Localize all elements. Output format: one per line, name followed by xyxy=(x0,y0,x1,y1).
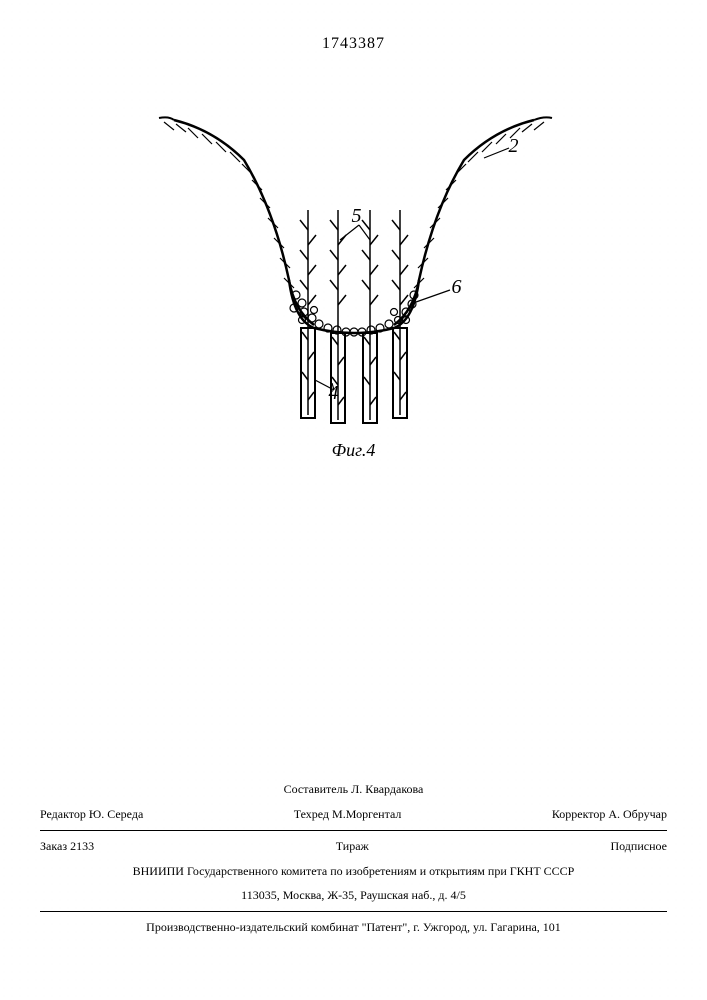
corrector-label: Корректор xyxy=(552,807,606,821)
compiler-line: Составитель Л. Квардакова xyxy=(40,777,667,802)
corrector-cell: Корректор А. Обручар xyxy=(552,806,667,823)
footer-block: Составитель Л. Квардакова Редактор Ю. Се… xyxy=(40,777,667,940)
divider-1 xyxy=(40,830,667,831)
order-label: Заказ xyxy=(40,839,67,853)
org-line: ВНИИПИ Государственного комитета по изоб… xyxy=(40,859,667,884)
compiler-name: Л. Квардакова xyxy=(351,782,423,796)
credits-row: Редактор Ю. Середа Техред М.Моргентал Ко… xyxy=(40,802,667,827)
callout-2: 2 xyxy=(509,135,519,158)
tech-label: Техред xyxy=(294,807,329,821)
subscription-label: Подписное xyxy=(610,838,667,855)
editor-name: Ю. Середа xyxy=(89,807,143,821)
editor-cell: Редактор Ю. Середа xyxy=(40,806,143,823)
editor-label: Редактор xyxy=(40,807,86,821)
tirage-label: Тираж xyxy=(336,838,369,855)
figure-4-diagram: 2 5 6 4 xyxy=(154,80,554,460)
order-row: Заказ 2133 Тираж Подписное xyxy=(40,834,667,859)
callout-5: 5 xyxy=(352,205,362,228)
corrector-name: А. Обручар xyxy=(608,807,667,821)
callout-6: 6 xyxy=(452,276,462,299)
compiler-label: Составитель xyxy=(284,782,348,796)
order-cell: Заказ 2133 xyxy=(40,838,94,855)
figure-svg xyxy=(154,80,554,460)
divider-2 xyxy=(40,911,667,912)
order-number: 2133 xyxy=(70,839,94,853)
callout-4: 4 xyxy=(329,382,339,405)
page-number: 1743387 xyxy=(322,35,385,53)
address-line: 113035, Москва, Ж-35, Раушская наб., д. … xyxy=(40,883,667,908)
publisher-line: Производственно-издательский комбинат "П… xyxy=(40,915,667,940)
tech-cell: Техред М.Моргентал xyxy=(294,806,402,823)
tech-name: М.Моргентал xyxy=(332,807,401,821)
figure-label: Фиг.4 xyxy=(332,440,376,461)
